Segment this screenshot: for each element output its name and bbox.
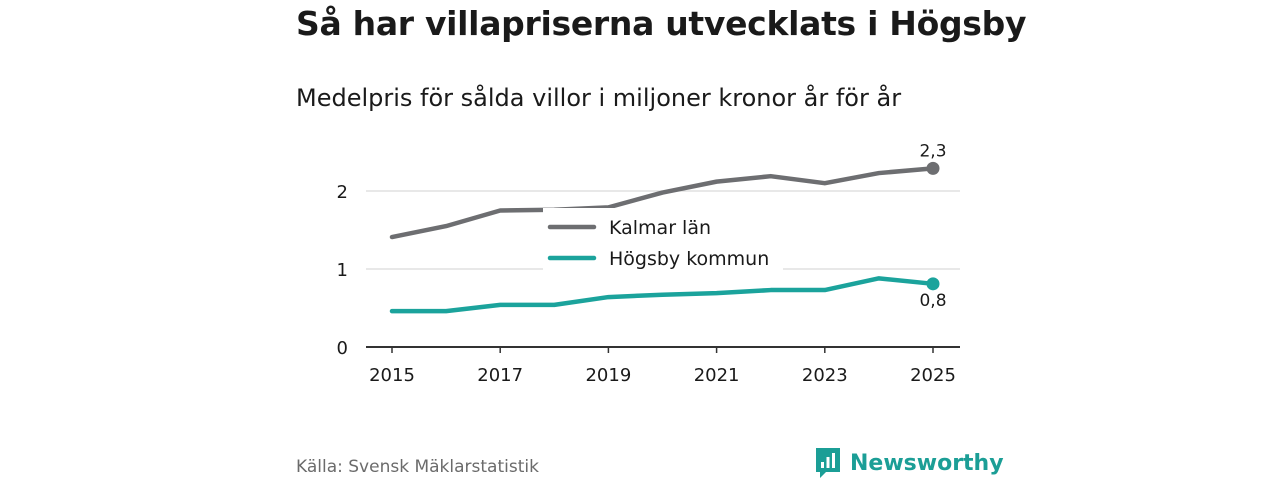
legend-background <box>543 208 783 272</box>
newsworthy-logo[interactable]: Newsworthy <box>814 446 1004 480</box>
chart-title: Så har villapriserna utvecklats i Högsby <box>296 4 1027 43</box>
legend-label: Kalmar län <box>609 217 711 239</box>
x-tick-label: 2023 <box>802 365 848 386</box>
x-tick-label: 2021 <box>694 365 740 386</box>
brand-name: Newsworthy <box>850 450 1004 476</box>
y-tick-label: 1 <box>337 260 348 281</box>
chart-subtitle: Medelpris för sålda villor i miljoner kr… <box>296 84 902 112</box>
x-tick-label: 2025 <box>910 365 956 386</box>
x-tick-label: 2017 <box>477 365 523 386</box>
source-note: Källa: Svensk Mäklarstatistik <box>296 457 539 477</box>
end-marker <box>926 161 940 175</box>
series-line-hogsby-kommun <box>389 276 936 314</box>
series-line-kalmar-lan <box>389 166 936 240</box>
newsworthy-icon <box>816 448 840 478</box>
end-label-kalmar: 2,3 <box>919 141 946 161</box>
legend-label: Högsby kommun <box>609 248 769 270</box>
x-tick-label: 2015 <box>369 365 415 386</box>
end-marker <box>926 277 940 291</box>
x-tick-label: 2019 <box>585 365 631 386</box>
y-tick-label: 2 <box>337 182 348 203</box>
y-tick-label: 0 <box>337 338 348 359</box>
end-label-hogsby: 0,8 <box>919 291 946 311</box>
